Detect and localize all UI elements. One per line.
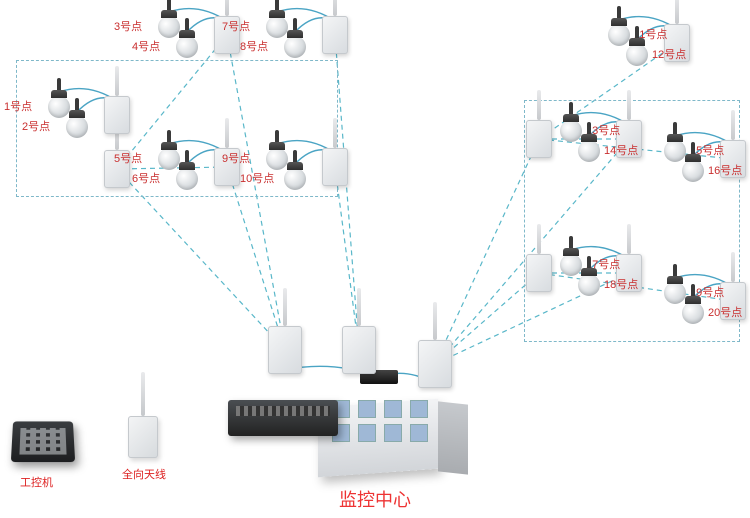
camera: [578, 274, 600, 296]
ipc-label: 工控机: [20, 474, 53, 490]
camera: [158, 148, 180, 170]
camera: [176, 36, 198, 58]
access-point: [214, 16, 240, 54]
camera: [664, 140, 686, 162]
camera: [626, 44, 648, 66]
access-point: [616, 254, 642, 292]
access-point: [322, 148, 348, 186]
camera: [682, 160, 704, 182]
access-point: [720, 282, 746, 320]
camera: [48, 96, 70, 118]
ipc-device-icon: [11, 421, 75, 462]
camera: [284, 168, 306, 190]
camera: [608, 24, 630, 46]
camera: [578, 140, 600, 162]
access-point: [664, 24, 690, 62]
access-point: [720, 140, 746, 178]
camera: [66, 116, 88, 138]
access-point: [616, 120, 642, 158]
camera-label: 4号点: [132, 38, 160, 54]
camera: [266, 148, 288, 170]
camera: [664, 282, 686, 304]
antenna-label: 全向天线: [122, 466, 166, 482]
access-point: [526, 254, 552, 292]
access-point: [104, 96, 130, 134]
camera-label: 8号点: [240, 38, 268, 54]
access-point: [526, 120, 552, 158]
center-label: 监控中心: [0, 486, 750, 512]
camera: [158, 16, 180, 38]
access-point: [214, 148, 240, 186]
omni-antenna-icon: [128, 416, 158, 458]
camera-label: 3号点: [114, 18, 142, 34]
camera: [266, 16, 288, 38]
camera: [682, 302, 704, 324]
access-point: [104, 150, 130, 188]
access-point: [322, 16, 348, 54]
access-point: [342, 326, 376, 374]
diagram-root: { "type":"network-topology", "canvas":{"…: [0, 0, 750, 518]
access-point: [268, 326, 302, 374]
camera: [284, 36, 306, 58]
camera: [560, 120, 582, 142]
access-point: [418, 340, 452, 388]
camera: [560, 254, 582, 276]
nvr-device: [228, 400, 338, 436]
camera: [176, 168, 198, 190]
